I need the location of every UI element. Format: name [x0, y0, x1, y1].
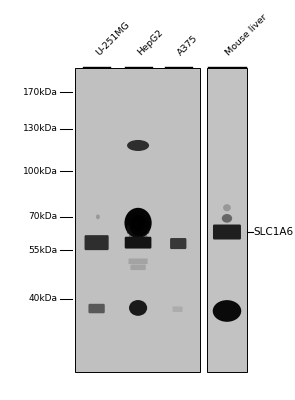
FancyBboxPatch shape — [88, 304, 105, 313]
Text: 70kDa: 70kDa — [29, 212, 58, 221]
Text: HepG2: HepG2 — [135, 28, 165, 57]
FancyBboxPatch shape — [127, 226, 149, 234]
Ellipse shape — [129, 216, 150, 236]
FancyBboxPatch shape — [129, 258, 148, 264]
Ellipse shape — [222, 214, 232, 223]
Bar — [75, 68, 200, 372]
FancyBboxPatch shape — [130, 264, 146, 270]
Text: U-251MG: U-251MG — [94, 20, 131, 57]
Bar — [207, 68, 247, 372]
Ellipse shape — [213, 300, 241, 322]
Ellipse shape — [129, 300, 147, 316]
Ellipse shape — [223, 204, 231, 211]
Text: SLC1A6: SLC1A6 — [253, 227, 294, 237]
Text: 100kDa: 100kDa — [23, 167, 58, 176]
Text: Mouse liver: Mouse liver — [224, 12, 269, 57]
Ellipse shape — [128, 213, 146, 230]
Text: 40kDa: 40kDa — [29, 294, 58, 303]
Ellipse shape — [124, 208, 152, 238]
Text: A375: A375 — [176, 33, 199, 57]
FancyBboxPatch shape — [129, 231, 147, 238]
FancyBboxPatch shape — [173, 306, 183, 312]
FancyBboxPatch shape — [170, 238, 186, 249]
Ellipse shape — [127, 140, 149, 151]
Text: 130kDa: 130kDa — [23, 124, 58, 133]
Text: 55kDa: 55kDa — [29, 246, 58, 255]
Text: 170kDa: 170kDa — [23, 88, 58, 97]
Ellipse shape — [96, 214, 100, 219]
FancyBboxPatch shape — [213, 224, 241, 240]
Ellipse shape — [131, 215, 145, 230]
FancyBboxPatch shape — [125, 237, 151, 248]
FancyBboxPatch shape — [85, 235, 109, 250]
